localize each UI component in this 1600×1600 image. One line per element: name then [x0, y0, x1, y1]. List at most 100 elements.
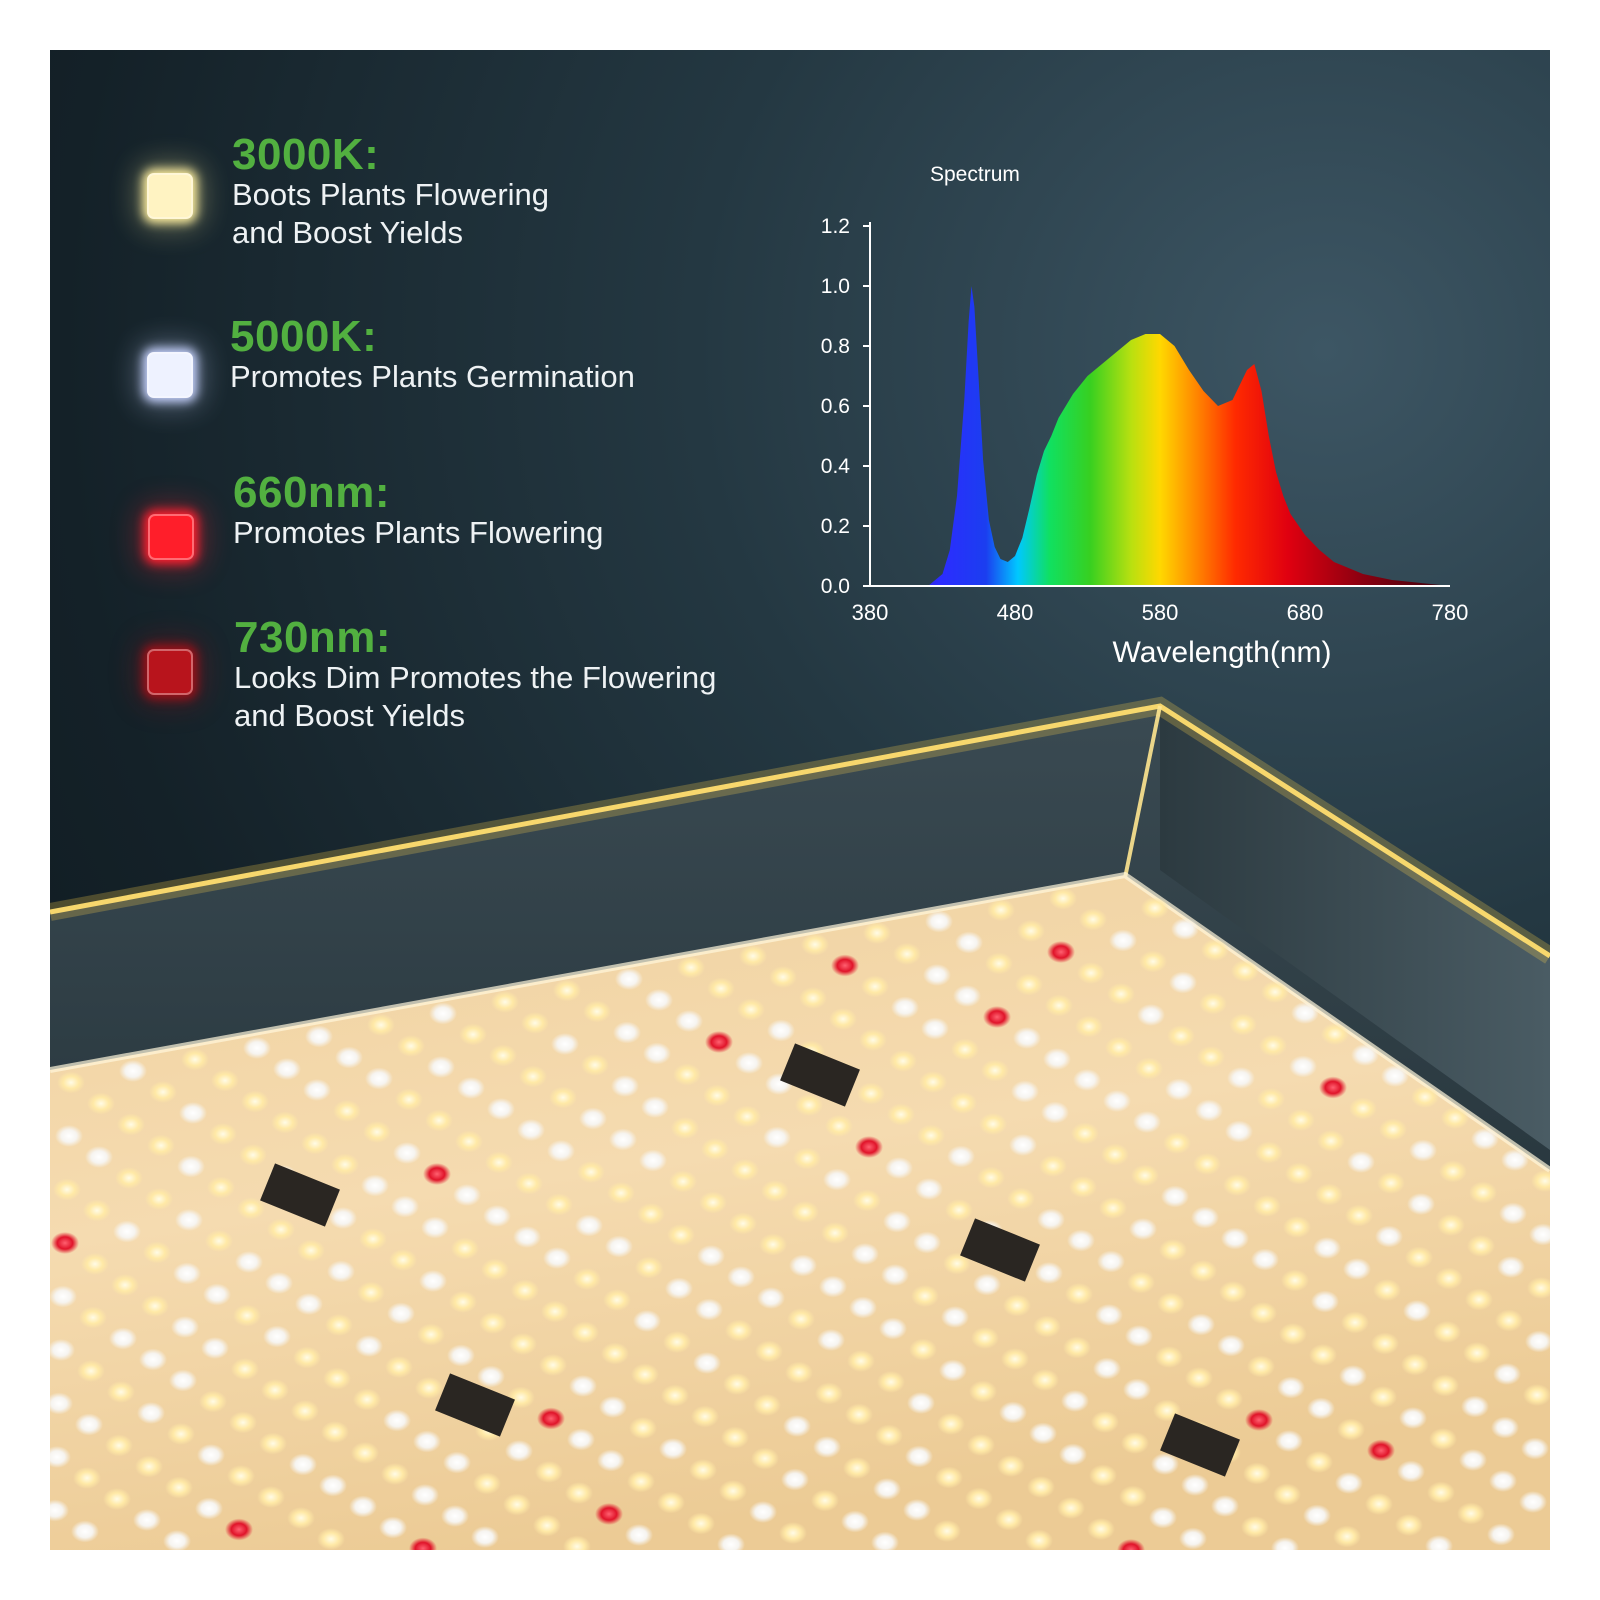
led-warm-dot: [1127, 1271, 1155, 1294]
led-white-dot: [1149, 1506, 1177, 1529]
led-white-dot: [1061, 1390, 1089, 1412]
led-warm-dot: [111, 1274, 139, 1296]
led-warm-dot: [799, 987, 827, 1009]
led-warm-dot: [301, 1132, 329, 1155]
led-warm-dot: [635, 1256, 663, 1279]
led-white-dot: [727, 1266, 755, 1288]
led-white-dot: [1313, 1237, 1341, 1259]
led-warm-dot: [545, 1193, 573, 1216]
led-warm-dot: [135, 1455, 163, 1478]
x-tick-label: 680: [1287, 600, 1324, 625]
led-warm-dot: [1531, 1170, 1550, 1192]
led-warm-dot: [691, 1405, 719, 1428]
led-warm-dot: [395, 1088, 423, 1111]
led-warm-dot: [1015, 973, 1043, 996]
led-warm-dot: [1437, 1214, 1465, 1236]
led-warm-dot: [815, 1382, 843, 1405]
led-white-dot: [1521, 1437, 1549, 1460]
led-warm-dot: [381, 1463, 409, 1485]
led-white-dot: [1095, 1304, 1123, 1326]
led-white-dot: [447, 1344, 475, 1367]
led-warm-dot: [491, 991, 519, 1013]
led-warm-dot: [473, 1472, 501, 1495]
led-warm-dot: [481, 1258, 509, 1281]
led-warm-dot: [821, 1222, 849, 1244]
led-warm-dot: [933, 1520, 961, 1542]
led-white-dot: [1501, 1149, 1529, 1171]
led-warm-dot: [1071, 1122, 1099, 1145]
feature-description: Promotes Plants Flowering: [233, 514, 603, 552]
feature-description: Promotes Plants Germination: [230, 358, 635, 396]
led-white-dot: [1137, 1004, 1165, 1026]
led-white-dot: [265, 1272, 293, 1294]
led-warm-dot: [267, 1218, 295, 1241]
led-warm-dot: [729, 1212, 757, 1235]
led-white-dot: [1073, 1069, 1101, 1091]
led-red-dot: [983, 1006, 1011, 1028]
led-white-dot: [1343, 1258, 1371, 1280]
led-warm-dot: [1079, 908, 1107, 931]
led-white-dot: [175, 1209, 203, 1231]
feature-line: Promotes Plants Germination: [230, 359, 635, 394]
led-white-dot: [173, 1262, 201, 1285]
led-warm-dot: [689, 1459, 717, 1481]
led-warm-dot: [707, 977, 735, 1000]
feature-code: 660nm:: [233, 468, 391, 517]
led-warm-dot: [603, 1289, 631, 1311]
led-warm-dot: [699, 1191, 727, 1214]
led-warm-dot: [1379, 1118, 1407, 1141]
feature-3000k: 3000K: Boots Plants Flowering and Boost …: [50, 130, 810, 280]
led-white-dot: [643, 1042, 671, 1065]
led-warm-dot: [951, 1038, 979, 1061]
led-warm-dot: [687, 1512, 715, 1535]
led-white-dot: [885, 1157, 913, 1179]
led-warm-dot: [1337, 1418, 1365, 1441]
led-warm-dot: [1441, 1107, 1469, 1129]
led-white-dot: [235, 1251, 263, 1273]
led-white-dot: [457, 1077, 485, 1099]
led-warm-dot: [703, 1084, 731, 1107]
led-warm-dot: [1467, 1235, 1495, 1257]
led-warm-dot: [1321, 1023, 1349, 1045]
led-warm-dot: [1281, 1269, 1309, 1292]
led-warm-dot: [227, 1465, 255, 1487]
driver-chip: [960, 1218, 1040, 1282]
led-white-dot: [1013, 1027, 1041, 1049]
feature-code: 5000K:: [230, 312, 378, 361]
led-warm-dot: [231, 1358, 259, 1380]
led-panel-illustration: [50, 696, 1550, 1550]
led-warm-dot: [1089, 1464, 1117, 1487]
led-white-dot: [383, 1409, 411, 1432]
led-white-dot: [319, 1474, 347, 1497]
led-warm-dot: [657, 1491, 685, 1514]
feature-line: Boots Plants Flowering: [232, 177, 550, 212]
led-warm-dot: [911, 1285, 939, 1307]
led-white-dot: [329, 1207, 357, 1229]
led-warm-dot: [845, 1403, 873, 1426]
led-warm-dot: [1349, 1097, 1377, 1120]
led-warm-dot: [1401, 1353, 1429, 1376]
chart-title: Spectrum: [930, 163, 1020, 186]
led-warm-dot: [847, 1350, 875, 1372]
led-white-dot: [921, 1017, 949, 1040]
led-warm-dot: [981, 1059, 1009, 1082]
led-white-dot: [1097, 1250, 1125, 1273]
led-warm-dot: [1429, 1428, 1457, 1450]
led-white-dot: [633, 1310, 661, 1332]
driver-chip: [260, 1163, 340, 1227]
led-white-dot: [169, 1369, 197, 1392]
led-warm-dot: [1405, 1246, 1433, 1269]
led-warm-dot: [1027, 1476, 1055, 1498]
led-warm-dot: [1119, 1485, 1147, 1508]
led-warm-dot: [761, 1180, 789, 1202]
led-warm-dot: [241, 1090, 269, 1113]
led-warm-dot: [949, 1092, 977, 1114]
led-white-dot: [477, 1365, 505, 1388]
led-warm-dot: [969, 1380, 997, 1403]
led-warm-dot: [87, 1092, 115, 1115]
led-white-dot: [999, 1401, 1027, 1424]
led-warm-dot: [1039, 1155, 1067, 1177]
led-warm-dot: [667, 1224, 695, 1246]
led-white-dot: [1187, 1313, 1215, 1336]
led-warm-dot: [103, 1488, 131, 1510]
